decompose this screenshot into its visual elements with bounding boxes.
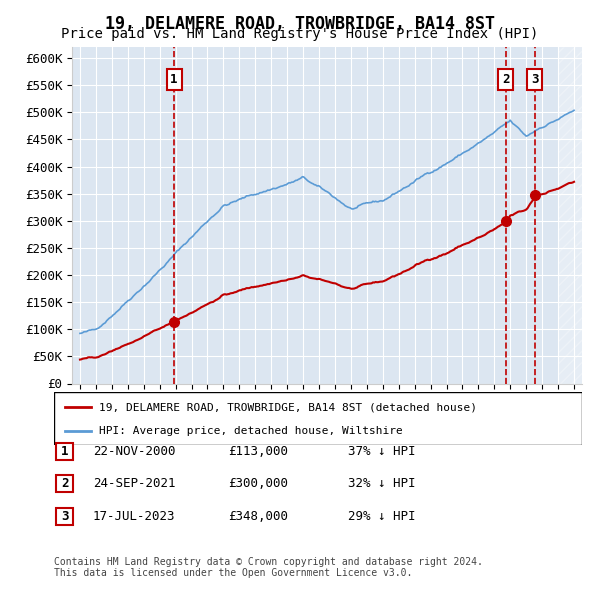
Text: Price paid vs. HM Land Registry's House Price Index (HPI): Price paid vs. HM Land Registry's House … xyxy=(61,27,539,41)
Text: 17-JUL-2023: 17-JUL-2023 xyxy=(93,510,176,523)
Bar xyxy=(558,47,582,384)
FancyBboxPatch shape xyxy=(56,476,73,492)
FancyBboxPatch shape xyxy=(54,392,582,445)
Text: 37% ↓ HPI: 37% ↓ HPI xyxy=(348,445,415,458)
Text: 19, DELAMERE ROAD, TROWBRIDGE, BA14 8ST (detached house): 19, DELAMERE ROAD, TROWBRIDGE, BA14 8ST … xyxy=(99,402,477,412)
Text: HPI: Average price, detached house, Wiltshire: HPI: Average price, detached house, Wilt… xyxy=(99,425,403,435)
Text: 1: 1 xyxy=(61,445,68,458)
Text: 2: 2 xyxy=(61,477,68,490)
Text: £300,000: £300,000 xyxy=(228,477,288,490)
Text: Contains HM Land Registry data © Crown copyright and database right 2024.
This d: Contains HM Land Registry data © Crown c… xyxy=(54,556,483,578)
Text: 32% ↓ HPI: 32% ↓ HPI xyxy=(348,477,415,490)
Text: £113,000: £113,000 xyxy=(228,445,288,458)
Text: 1: 1 xyxy=(170,73,178,86)
Text: 19, DELAMERE ROAD, TROWBRIDGE, BA14 8ST: 19, DELAMERE ROAD, TROWBRIDGE, BA14 8ST xyxy=(105,15,495,33)
Text: 2: 2 xyxy=(502,73,510,86)
Text: 3: 3 xyxy=(531,73,539,86)
FancyBboxPatch shape xyxy=(56,443,73,460)
Text: 29% ↓ HPI: 29% ↓ HPI xyxy=(348,510,415,523)
Text: 24-SEP-2021: 24-SEP-2021 xyxy=(93,477,176,490)
Text: 22-NOV-2000: 22-NOV-2000 xyxy=(93,445,176,458)
Text: £348,000: £348,000 xyxy=(228,510,288,523)
FancyBboxPatch shape xyxy=(56,508,73,525)
Text: 3: 3 xyxy=(61,510,68,523)
